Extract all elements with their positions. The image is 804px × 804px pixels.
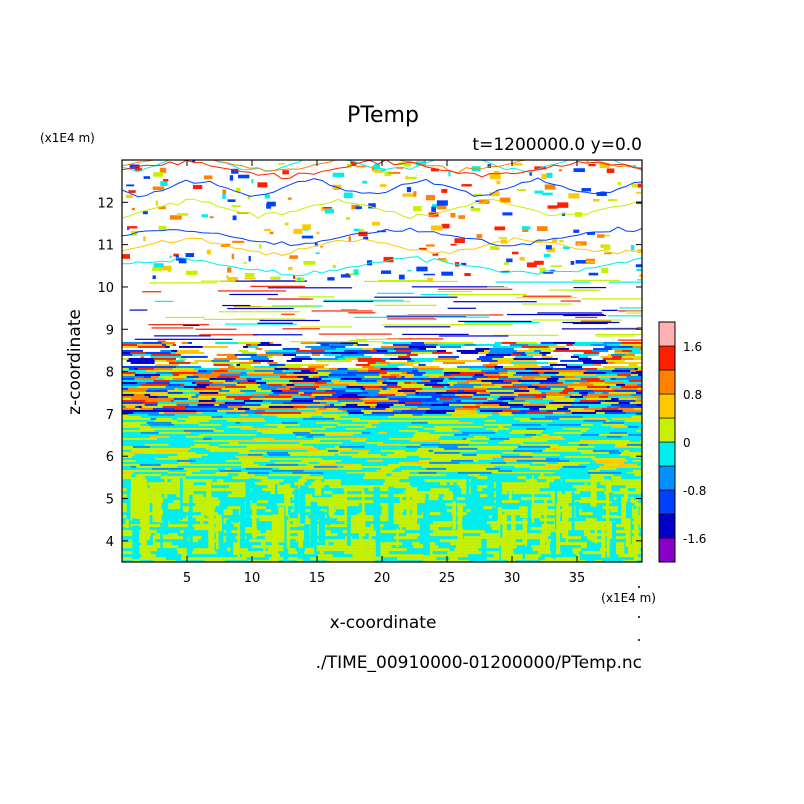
x-tick-label: 25	[439, 571, 456, 586]
colorbar-swatch	[658, 417, 676, 443]
y-tick-label: 10	[97, 281, 114, 296]
colorbar-tick-label: -1.6	[683, 532, 706, 546]
chart-subtitle: t=1200000.0 y=0.0	[472, 135, 642, 155]
source-file-label: ./TIME_00910000-01200000/PTemp.nc	[316, 653, 642, 673]
chart-title: PTemp	[347, 103, 419, 128]
colorbar-swatch	[658, 321, 676, 347]
colorbar	[658, 321, 676, 563]
x-tick-label: 10	[244, 571, 261, 586]
y-tick-label: 8	[106, 366, 114, 381]
field-region-sparse-streaks	[129, 279, 642, 343]
field-region-cyan-yellow	[122, 473, 642, 562]
y-axis-unit: (x1E4 m)	[40, 131, 95, 145]
colorbar-swatch	[658, 513, 676, 539]
colorbar-tick-label: 0.8	[683, 388, 702, 402]
x-tick-label: 5	[183, 571, 191, 586]
colorbar-tick-label: 0	[683, 436, 691, 450]
y-tick-label: 7	[106, 408, 114, 423]
colorbar-swatch	[658, 441, 676, 467]
x-axis-unit: (x1E4 m)	[601, 591, 656, 605]
marker-dot	[638, 639, 640, 641]
marker-dot	[638, 586, 640, 588]
colorbar-swatch	[658, 345, 676, 371]
y-axis-label: z-coordinate	[65, 309, 85, 415]
colorbar-swatch	[658, 537, 676, 563]
x-tick-label: 35	[569, 571, 586, 586]
colorbar-swatch	[658, 489, 676, 515]
colorbar-tick-label: 1.6	[683, 340, 702, 354]
x-axis-label: x-coordinate	[330, 613, 437, 633]
colorbar-swatch	[658, 369, 676, 395]
y-tick-label: 12	[97, 196, 114, 211]
colorbar-frame	[658, 321, 676, 563]
field-region-patchy-upper	[122, 160, 642, 282]
colorbar-swatch	[658, 465, 676, 491]
x-tick-label: 15	[309, 571, 326, 586]
field-region-mixed-low	[122, 413, 642, 474]
y-tick-label: 5	[106, 493, 114, 508]
colorbar-tick-label: -0.8	[683, 484, 706, 498]
colorbar-swatch	[658, 393, 676, 419]
y-tick-label: 11	[97, 239, 114, 254]
x-tick-label: 30	[504, 571, 521, 586]
marker-dot	[638, 616, 640, 618]
colorbar-ticks: 1.6 0.8 0 -0.8 -1.6	[683, 340, 706, 546]
y-tick-label: 9	[106, 323, 114, 338]
x-axis-ticks: 5 10 15 20 25 30 35	[183, 160, 585, 586]
y-tick-label: 4	[106, 535, 114, 550]
y-axis-ticks: 4 5 6 7 8 9 10 11 12	[97, 196, 642, 550]
y-tick-label: 6	[106, 450, 114, 465]
contour-field	[122, 160, 642, 562]
field-region-mixed-full	[122, 341, 642, 414]
x-tick-label: 20	[374, 571, 391, 586]
